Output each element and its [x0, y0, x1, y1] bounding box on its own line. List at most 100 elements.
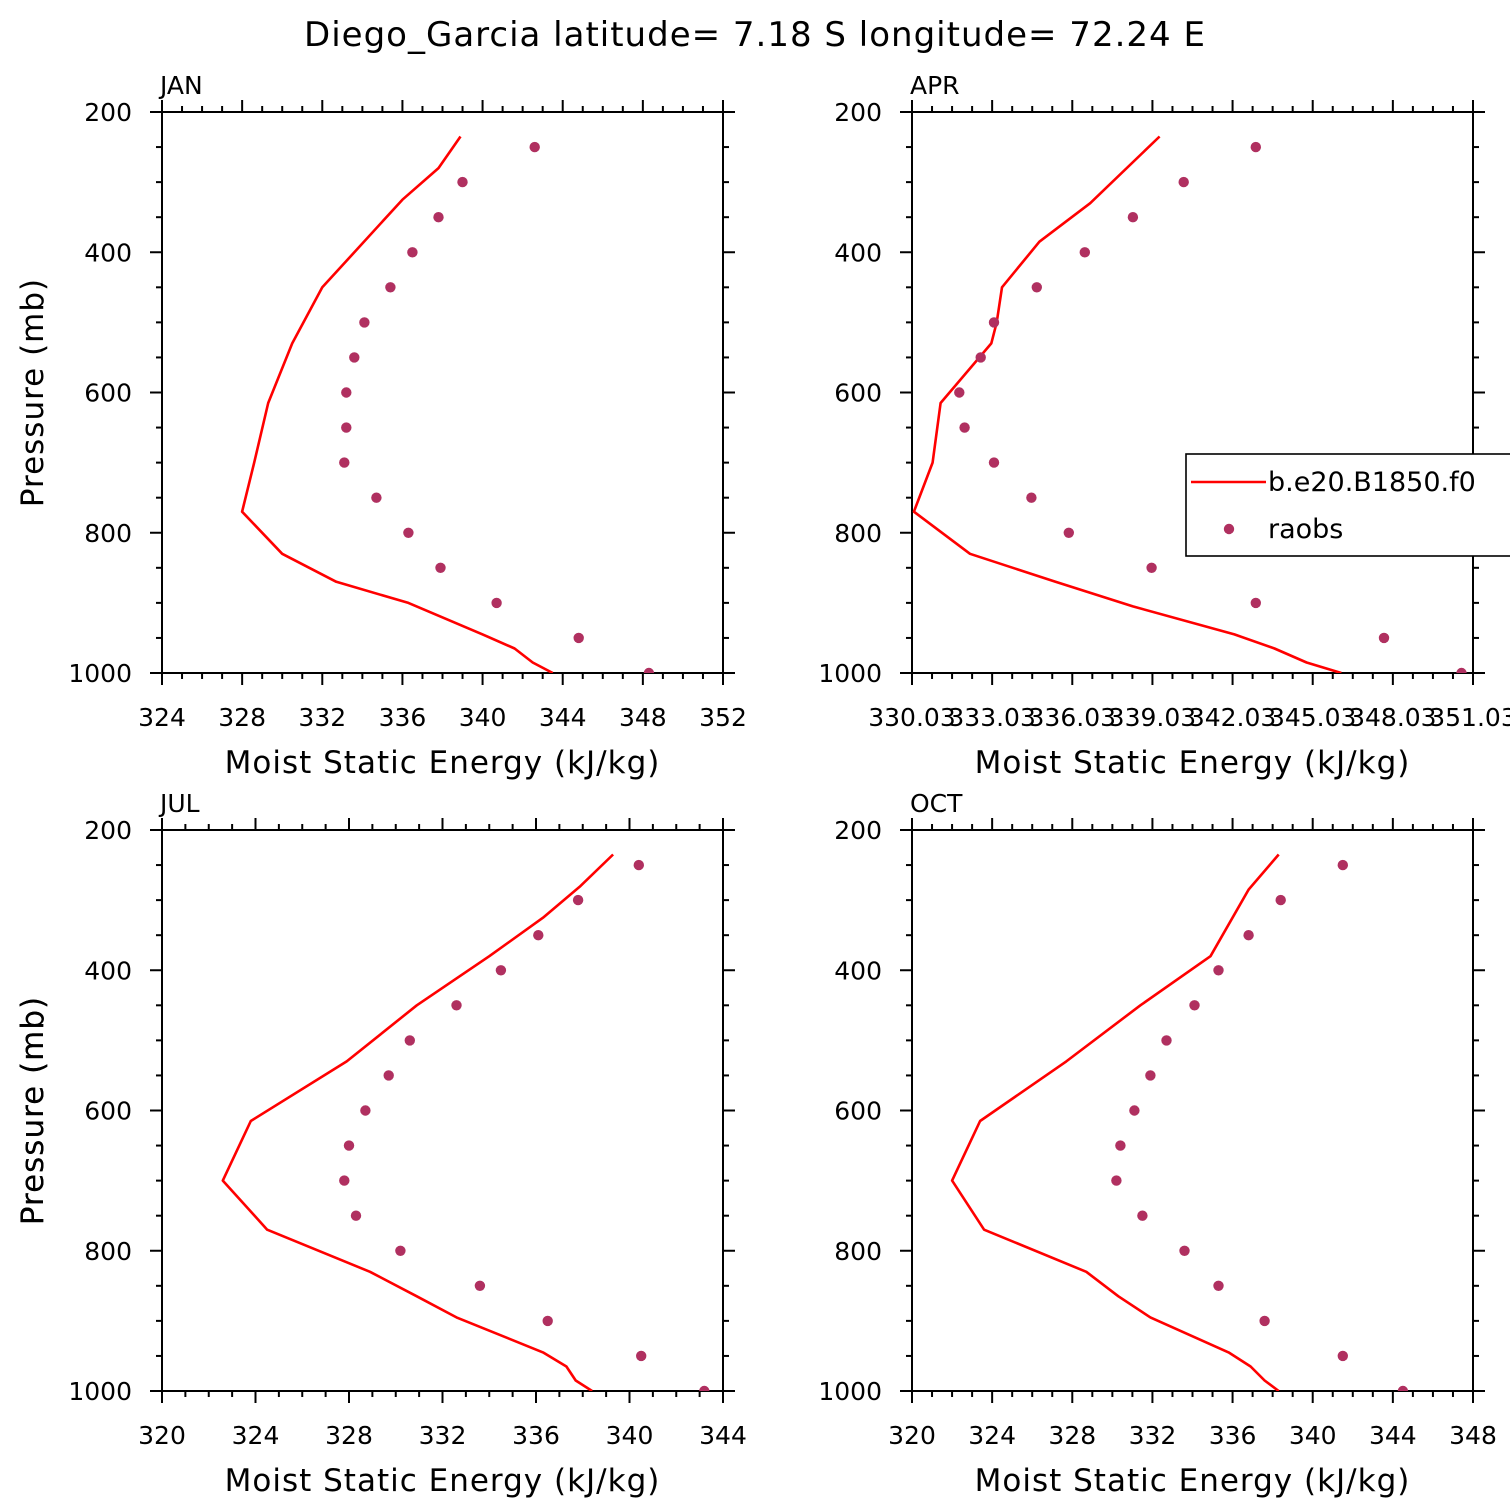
oct-y-tick-label: 800	[834, 1237, 882, 1266]
oct-raobs-point	[1137, 1210, 1148, 1221]
apr-x-tick-label: 336.03	[1029, 703, 1116, 732]
jul-x-tick-label: 324	[232, 1421, 280, 1450]
oct-y-axis-label: Pressure (mb)	[15, 996, 51, 1225]
apr-x-tick-label: 351.03	[1429, 703, 1510, 732]
apr-y-tick-label: 400	[834, 238, 882, 267]
legend-raobs-label: raobs	[1268, 514, 1343, 545]
jul-panel-label: JUL	[158, 789, 200, 818]
jul-y-tick-label: 400	[84, 956, 132, 985]
jan-y-tick-label: 600	[84, 379, 132, 408]
legend-model-label: b.e20.B1850.f0	[1268, 467, 1476, 498]
jan-raobs-point	[407, 247, 418, 258]
jan-raobs-point	[435, 562, 446, 573]
jul-raobs-point	[495, 965, 507, 976]
jan-raobs-point	[643, 667, 655, 673]
legend: b.e20.B1850.f0 raobs	[1185, 453, 1510, 557]
oct-raobs-point	[1259, 1315, 1270, 1327]
jul-y-axis-label: Pressure (mb)	[15, 996, 51, 1225]
jul-raobs-point	[339, 1175, 350, 1186]
jan-y-tick-label: 400	[84, 238, 132, 267]
jan-panel-label: JAN	[158, 71, 203, 100]
apr-raobs-point	[1250, 597, 1262, 609]
apr-raobs-point	[1456, 667, 1467, 673]
jan-raobs-point	[573, 632, 584, 644]
jan-x-tick-label: 324	[138, 703, 186, 732]
jan-x-tick-label: 352	[699, 703, 747, 732]
jul-x-axis-label: Moist Static Energy (kJ/kg)	[225, 1463, 661, 1499]
jul-raobs-point	[636, 1350, 647, 1362]
apr-raobs-point	[1063, 527, 1075, 538]
jan-raobs-point	[349, 352, 360, 363]
oct-panel-label: OCT	[910, 789, 963, 818]
jan-x-tick-label: 344	[539, 703, 587, 732]
jul-raobs-point	[395, 1245, 406, 1257]
apr-raobs-point	[1026, 492, 1037, 503]
jul-raobs-point	[542, 1315, 553, 1327]
apr-raobs-point	[1178, 176, 1189, 188]
oct-x-tick-label: 332	[1129, 1421, 1177, 1450]
jan-y-tick-label: 1000	[68, 659, 132, 688]
oct-y-tick-label: 600	[834, 1097, 882, 1126]
jan-raobs-point	[385, 282, 396, 293]
jan-y-tick-label: 800	[84, 519, 132, 548]
jan-raobs-point	[433, 212, 444, 223]
jul-raobs-point	[633, 859, 644, 871]
jan-x-axis-label: Moist Static Energy (kJ/kg)	[225, 745, 661, 781]
jul-raobs-point	[383, 1070, 394, 1081]
jul-x-tick-label: 336	[512, 1421, 560, 1450]
jul-raobs-point	[451, 1000, 462, 1011]
apr-raobs-point	[959, 422, 970, 433]
jan-raobs-point	[359, 317, 370, 328]
apr-x-tick-label: 330.03	[868, 703, 955, 732]
apr-raobs-point	[1146, 562, 1157, 573]
oct-raobs-point	[1145, 1070, 1156, 1081]
jul-raobs-point	[350, 1210, 362, 1221]
oct-model-line	[950, 853, 1280, 1391]
apr-raobs-point	[988, 457, 1000, 468]
jul-raobs-point	[404, 1035, 415, 1046]
apr-raobs-point	[1127, 212, 1139, 223]
apr-y-tick-label: 600	[834, 379, 882, 408]
legend-frame	[1185, 453, 1510, 557]
oct-raobs-point	[1337, 859, 1349, 871]
oct-raobs-point	[1213, 1280, 1224, 1292]
apr-model-line	[912, 135, 1342, 673]
apr-y-tick-label: 1000	[818, 659, 882, 688]
jul-y-tick-label: 200	[84, 816, 132, 845]
apr-x-tick-label: 339.03	[1109, 703, 1196, 732]
panel-apr: APR330.03333.03336.03339.03342.03345.033…	[818, 71, 1510, 781]
jul-raobs-point	[533, 930, 544, 941]
apr-raobs-point	[1079, 247, 1091, 258]
jan-x-tick-label: 328	[218, 703, 266, 732]
panel-jan: JAN 324 328 332 336 340 344 348 352 200 400 600 800 1…	[15, 71, 747, 781]
apr-raobs-point	[1031, 282, 1043, 293]
panels: JAN 324 328 332 336 340 344 348 352 200 400 600 800 1…	[15, 71, 1510, 1499]
figure-title: Diego_Garcia latitude= 7.18 S longitude=…	[304, 15, 1206, 55]
oct-x-tick-label: 340	[1289, 1421, 1337, 1450]
jan-raobs-point	[491, 597, 502, 609]
jul-x-tick-label: 344	[699, 1421, 747, 1450]
oct-raobs-point	[1189, 1000, 1200, 1011]
oct-x-tick-label: 320	[888, 1421, 936, 1450]
oct-raobs-point	[1111, 1175, 1122, 1186]
jul-x-tick-label: 320	[138, 1421, 186, 1450]
jul-y-tick-label: 800	[84, 1237, 132, 1266]
legend-raobs-marker	[1223, 523, 1235, 535]
jan-y-axis-label: Pressure (mb)	[15, 278, 51, 507]
oct-y-tick-label: 400	[834, 956, 882, 985]
jul-raobs-point	[360, 1105, 371, 1116]
oct-x-tick-label: 328	[1048, 1421, 1096, 1450]
jan-raobs-point	[403, 527, 414, 538]
oct-raobs-point	[1243, 930, 1254, 941]
jan-raobs-point	[371, 492, 382, 503]
jan-raobs-point	[341, 422, 352, 433]
jan-plot-frame	[161, 111, 724, 674]
apr-y-tick-label: 200	[834, 98, 882, 127]
jul-raobs-point	[474, 1280, 486, 1292]
oct-raobs-point	[1397, 1385, 1409, 1391]
oct-raobs-point	[1337, 1350, 1349, 1362]
panel-oct: OCT 320 324 328 332 336 340 344 348 200 400 600 800 1…	[15, 789, 1497, 1499]
oct-x-tick-label: 348	[1449, 1421, 1497, 1450]
jan-x-tick-label: 332	[298, 703, 346, 732]
